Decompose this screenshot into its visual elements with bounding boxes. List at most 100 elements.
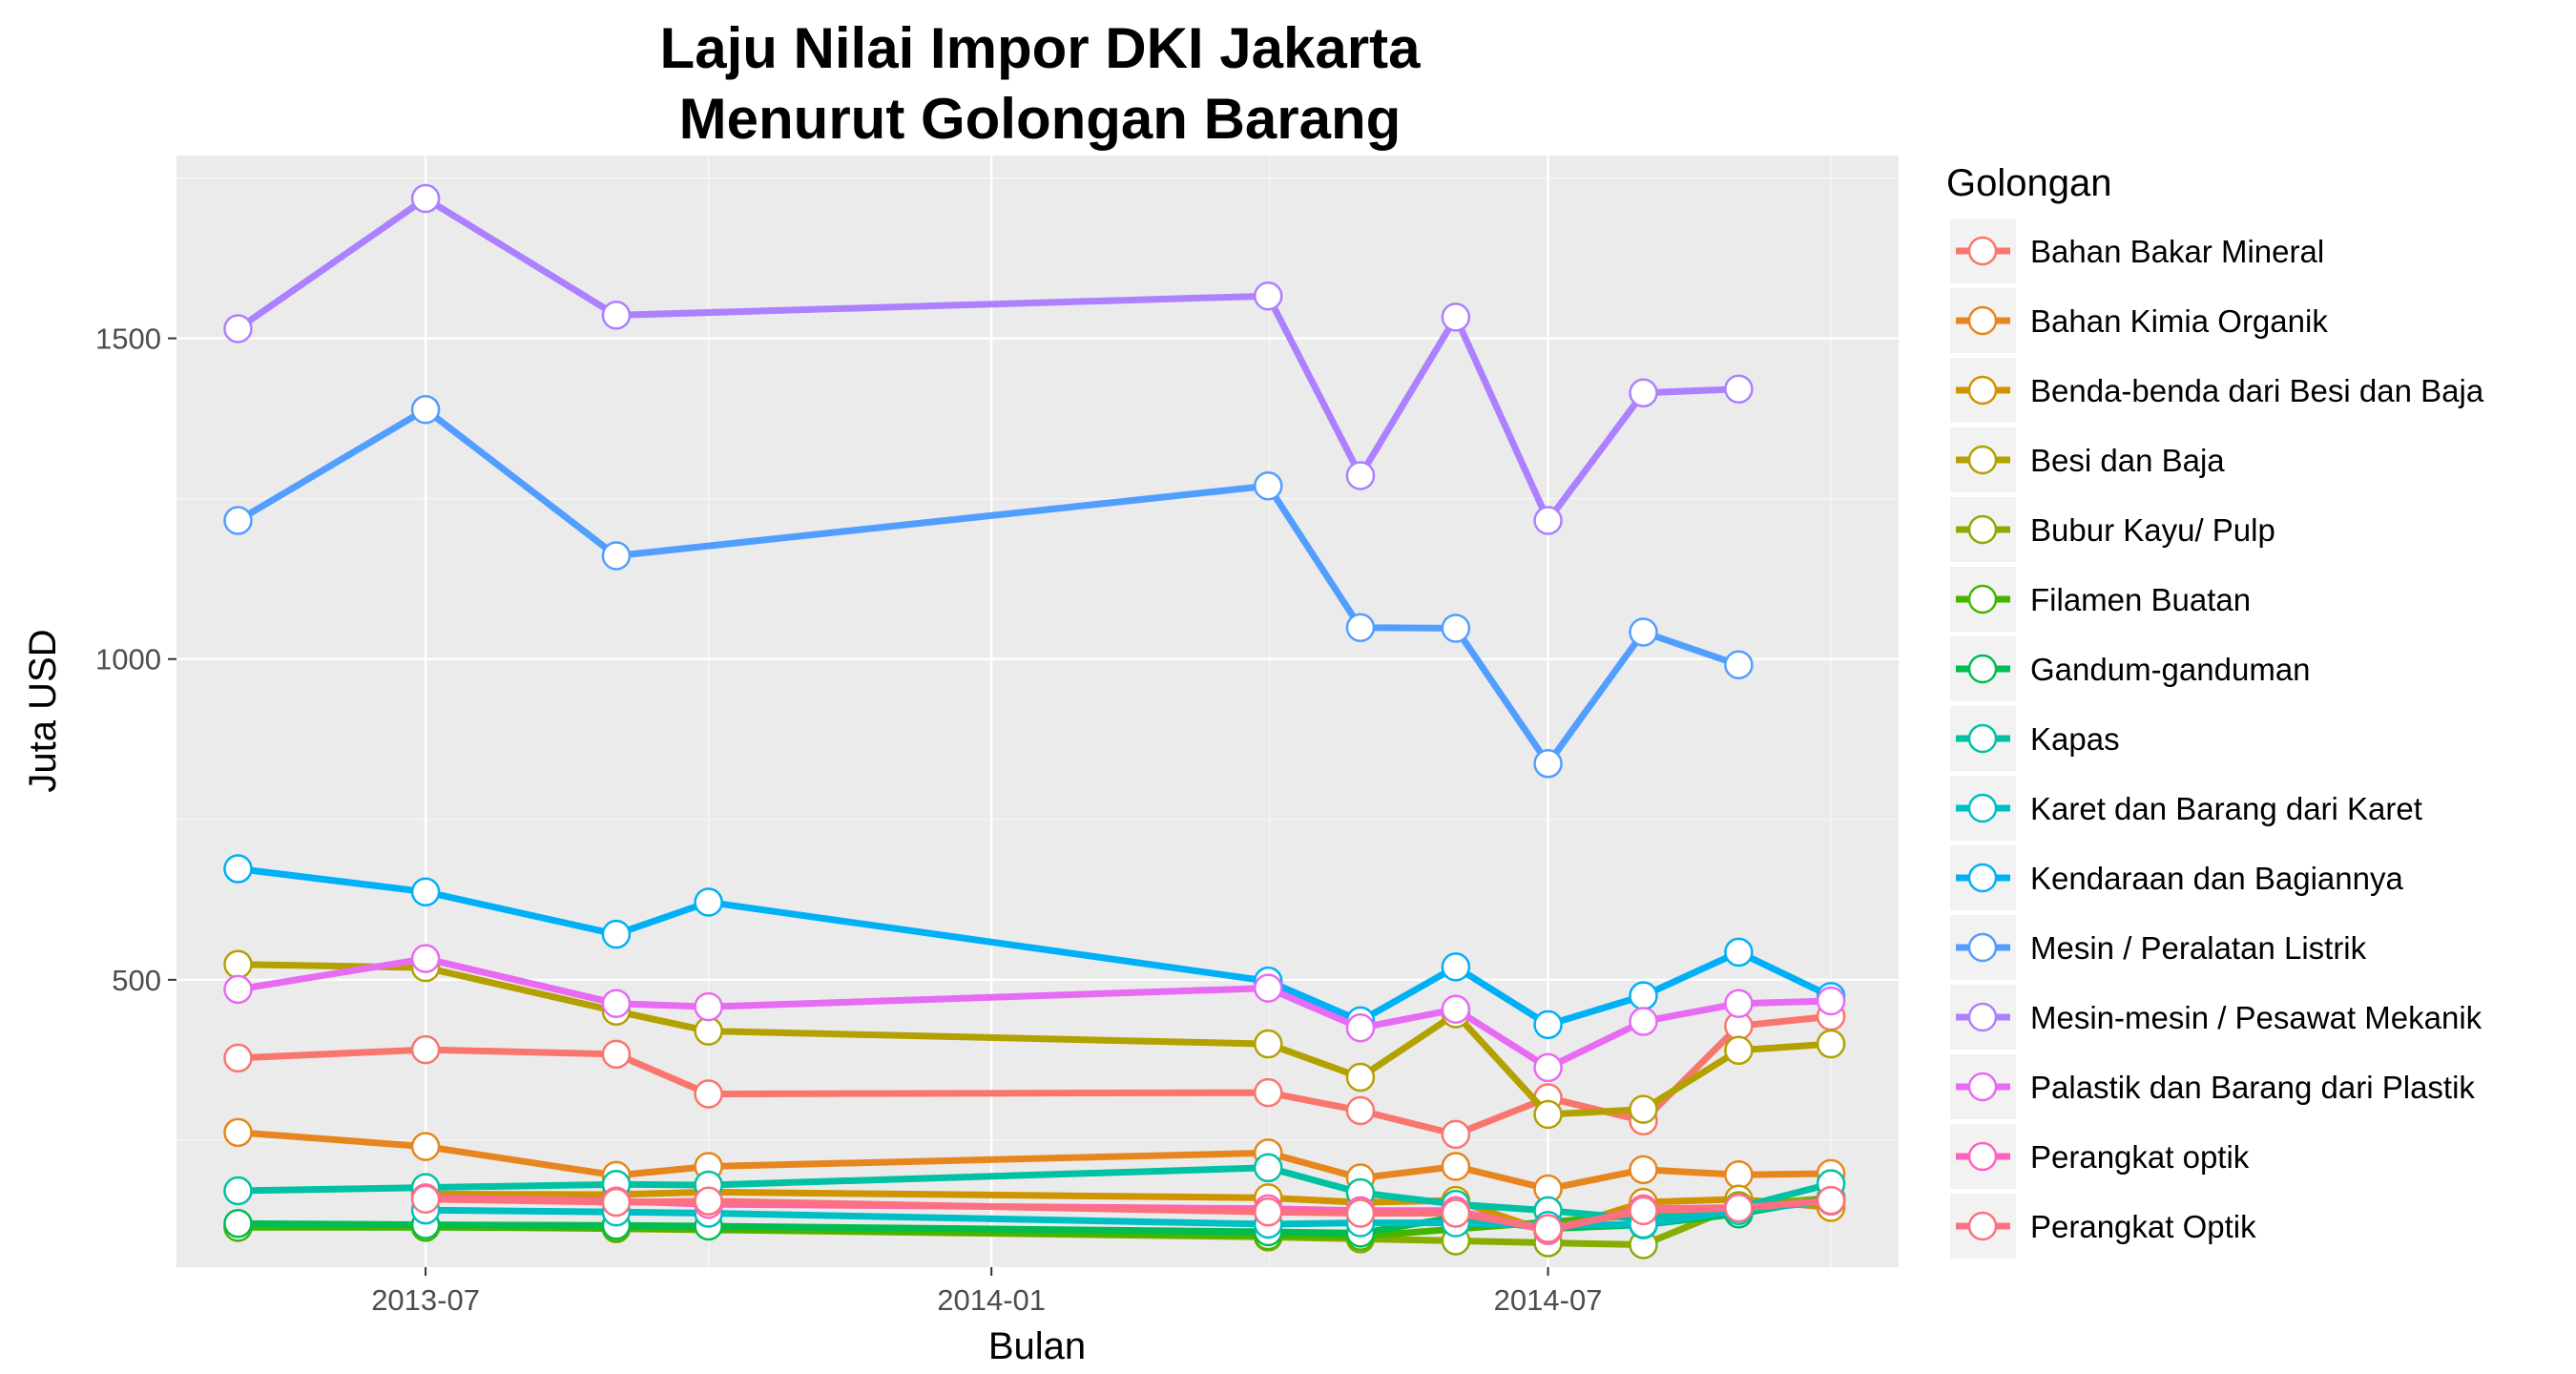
legend-key-point (1967, 1072, 1998, 1102)
legend-item: Perangkat Optik (1950, 1194, 2256, 1259)
y-axis-title: Juta USD (22, 629, 64, 792)
data-point (1253, 1077, 1283, 1108)
data-series (223, 183, 1846, 1260)
series-4 (223, 949, 1846, 1130)
legend-item: Mesin / Peralatan Listrik (1950, 915, 2367, 980)
y-tick-label: 1000 (95, 643, 161, 677)
data-point (410, 1034, 441, 1065)
data-point (1816, 1185, 1846, 1216)
legend-label: Bahan Kimia Organik (2030, 303, 2328, 339)
data-point (1533, 1099, 1563, 1130)
data-point (694, 991, 723, 1022)
legend-item: Bahan Bakar Mineral (1950, 219, 2324, 283)
legend-key-point (1967, 445, 1998, 475)
data-point (1533, 506, 1563, 535)
data-point (1724, 989, 1754, 1018)
legend-label: Kapas (2030, 721, 2120, 757)
chart-title-line-2: Menurut Golongan Barang (678, 87, 1402, 151)
data-point (1345, 1198, 1376, 1228)
y-tick-label: 1500 (95, 323, 161, 356)
legend-key-point (1967, 305, 1998, 336)
x-tick-label: 2013-07 (371, 1283, 480, 1317)
data-point (1724, 1159, 1754, 1190)
data-point (223, 974, 253, 1005)
x-tick-label: 2014-01 (937, 1283, 1046, 1317)
data-point (223, 506, 253, 535)
legend-label: Filamen Buatan (2030, 582, 2251, 617)
data-point (601, 1187, 632, 1218)
data-point (1724, 374, 1754, 404)
legend-item: Palastik dan Barang dari Plastik (1950, 1054, 2475, 1119)
data-point (1816, 986, 1846, 1016)
data-point (601, 301, 632, 330)
legend-key-point (1967, 1141, 1998, 1172)
data-point (223, 854, 253, 884)
data-point (601, 541, 632, 571)
legend-key-point (1967, 375, 1998, 406)
legend-item: Perangkat optik (1950, 1124, 2250, 1189)
series-13 (223, 944, 1846, 1083)
axes: 2013-07 2014-01 2014-07 500 1000 1500 (95, 323, 1602, 1317)
data-point (1629, 378, 1658, 407)
legend-item: Mesin-mesin / Pesawat Mekanik (1950, 985, 2483, 1050)
plot-panel (177, 156, 1899, 1267)
y-tick-label: 500 (112, 964, 161, 997)
data-point (1441, 952, 1471, 982)
data-point (1816, 1029, 1846, 1059)
legend-item: Gandum-ganduman (1950, 636, 2311, 701)
series-15 (410, 1184, 1846, 1243)
legend-key-point (1967, 723, 1998, 754)
legend-item: Bubur Kayu/ Pulp (1950, 497, 2275, 562)
legend-title: Golongan (1946, 162, 2111, 204)
data-point (1345, 461, 1376, 490)
legend-label: Perangkat Optik (2030, 1209, 2256, 1244)
data-point (1629, 617, 1658, 647)
legend-item: Bahan Kimia Organik (1950, 288, 2328, 353)
legend-item: Benda-benda dari Besi dan Baja (1950, 358, 2484, 423)
legend-key-point (1967, 932, 1998, 963)
data-point (1629, 1196, 1658, 1226)
data-point (410, 1132, 441, 1161)
series-11 (223, 394, 1754, 779)
data-point (1345, 1095, 1376, 1126)
data-point (1253, 281, 1283, 311)
grid-lines (177, 156, 1899, 1267)
legend-item: Kendaraan dan Bagiannya (1950, 845, 2403, 910)
chart-title-line-1: Laju Nilai Impor DKI Jakarta (659, 16, 1421, 80)
series-2 (223, 1117, 1846, 1204)
data-point (1441, 1152, 1471, 1181)
legend-label: Karet dan Barang dari Karet (2030, 791, 2422, 826)
data-point (694, 1186, 723, 1217)
data-point (223, 1117, 253, 1148)
data-point (1253, 1153, 1283, 1183)
legend-label: Bubur Kayu/ Pulp (2030, 512, 2275, 548)
legend-label: Bahan Bakar Mineral (2030, 234, 2324, 269)
legend-item: Kapas (1950, 706, 2120, 771)
data-point (1724, 1193, 1754, 1223)
legend-key-point (1967, 584, 1998, 614)
legend-key-point (1967, 1002, 1998, 1032)
data-point (1724, 1035, 1754, 1066)
legend-label: Mesin / Peralatan Listrik (2030, 930, 2367, 966)
data-point (601, 1039, 632, 1070)
data-point (1533, 1214, 1563, 1243)
legend-key-point (1967, 236, 1998, 266)
data-point (1629, 1007, 1658, 1036)
data-point (1441, 302, 1471, 332)
legend-key-point (1967, 654, 1998, 684)
data-point (410, 877, 441, 906)
data-point (223, 1043, 253, 1073)
data-point (1345, 613, 1376, 643)
data-point (410, 394, 441, 425)
series-line (422, 1197, 1835, 1229)
data-point (1533, 1010, 1563, 1040)
data-point (1533, 749, 1563, 779)
data-point (1441, 1119, 1471, 1150)
data-point (223, 949, 253, 979)
legend-item: Karet dan Barang dari Karet (1950, 776, 2422, 841)
legend: Golongan Bahan Bakar Mineral Bahan Kimia … (1946, 162, 2484, 1259)
legend-label: Gandum-ganduman (2030, 652, 2311, 687)
data-point (1724, 937, 1754, 968)
series-12 (223, 183, 1754, 535)
